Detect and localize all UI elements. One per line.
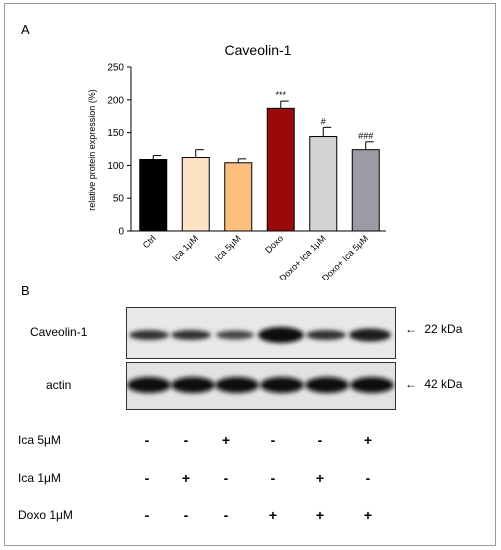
treatment-sign: - <box>144 470 150 486</box>
figure-frame <box>4 3 496 546</box>
bar <box>309 136 338 232</box>
blot-label-actin: actin <box>46 378 72 392</box>
x-tick-label: Ica 1μM <box>170 233 200 263</box>
y-tick-label: 150 <box>107 128 124 139</box>
bar <box>266 107 295 232</box>
treatment-sign: + <box>315 507 325 523</box>
chart-bars: ***#### <box>139 90 380 232</box>
y-tick-label: 200 <box>107 95 124 106</box>
x-tick-label: Doxo <box>263 233 285 255</box>
treatment-label-doxo: Doxo 1μM <box>18 508 73 522</box>
treatment-sign: + <box>363 507 373 523</box>
significance-label: ### <box>358 131 373 141</box>
treatment-sign: - <box>365 470 371 486</box>
marker-actin-text: 42 kDa <box>424 377 463 391</box>
treatment-sign: - <box>144 432 150 448</box>
treatment-sign: + <box>268 507 278 523</box>
significance-label: # <box>321 116 326 126</box>
marker-actin: ← 42 kDa <box>405 377 462 391</box>
arrow-left-icon: ← <box>405 322 417 336</box>
treatment-sign: - <box>223 507 229 523</box>
y-tick-label: 50 <box>113 194 125 205</box>
blot-caveolin-image <box>127 308 395 358</box>
treatment-sign: - <box>183 432 189 448</box>
treatment-sign: - <box>144 507 150 523</box>
treatment-sign: - <box>317 432 323 448</box>
treatment-sign: + <box>315 470 325 486</box>
treatment-sign: - <box>183 507 189 523</box>
y-axis-label: relative protein expression (%) <box>87 89 97 211</box>
blot-actin-box <box>126 362 396 410</box>
treatment-label-ica5: Ica 5μM <box>18 433 61 447</box>
y-tick-label: 250 <box>107 63 124 74</box>
bar-chart: Caveolin-1 relative protein expression (… <box>87 42 386 280</box>
panel-b-label: B <box>21 283 30 298</box>
bar <box>139 158 168 232</box>
x-tick-label: Ica 5μM <box>213 233 243 263</box>
treatment-label-ica1: Ica 1μM <box>18 471 61 485</box>
blot-label-caveolin: Caveolin-1 <box>30 325 88 339</box>
bar <box>224 162 253 232</box>
treatment-sign: - <box>270 432 276 448</box>
treatment-sign: - <box>270 470 276 486</box>
marker-caveolin: ← 22 kDa <box>405 322 462 336</box>
significance-label: *** <box>275 90 286 100</box>
blot-actin-image <box>127 363 395 409</box>
blot-caveolin-box <box>126 307 396 359</box>
treatment-sign: + <box>363 432 373 448</box>
y-tick-label: 0 <box>118 227 124 238</box>
marker-caveolin-text: 22 kDa <box>424 322 463 336</box>
chart-axes: 0 50 100 150 200 250 <box>107 63 386 238</box>
arrow-left-icon: ← <box>405 377 417 391</box>
panel-a-label: A <box>21 22 30 37</box>
treatment-sign: - <box>223 470 229 486</box>
treatment-sign: + <box>221 432 231 448</box>
chart-title: Caveolin-1 <box>225 42 292 58</box>
y-tick-label: 100 <box>107 161 124 172</box>
treatment-sign: + <box>181 470 191 486</box>
x-tick-label: Ctrl <box>141 233 158 250</box>
bar <box>181 157 210 232</box>
bar <box>351 149 380 232</box>
